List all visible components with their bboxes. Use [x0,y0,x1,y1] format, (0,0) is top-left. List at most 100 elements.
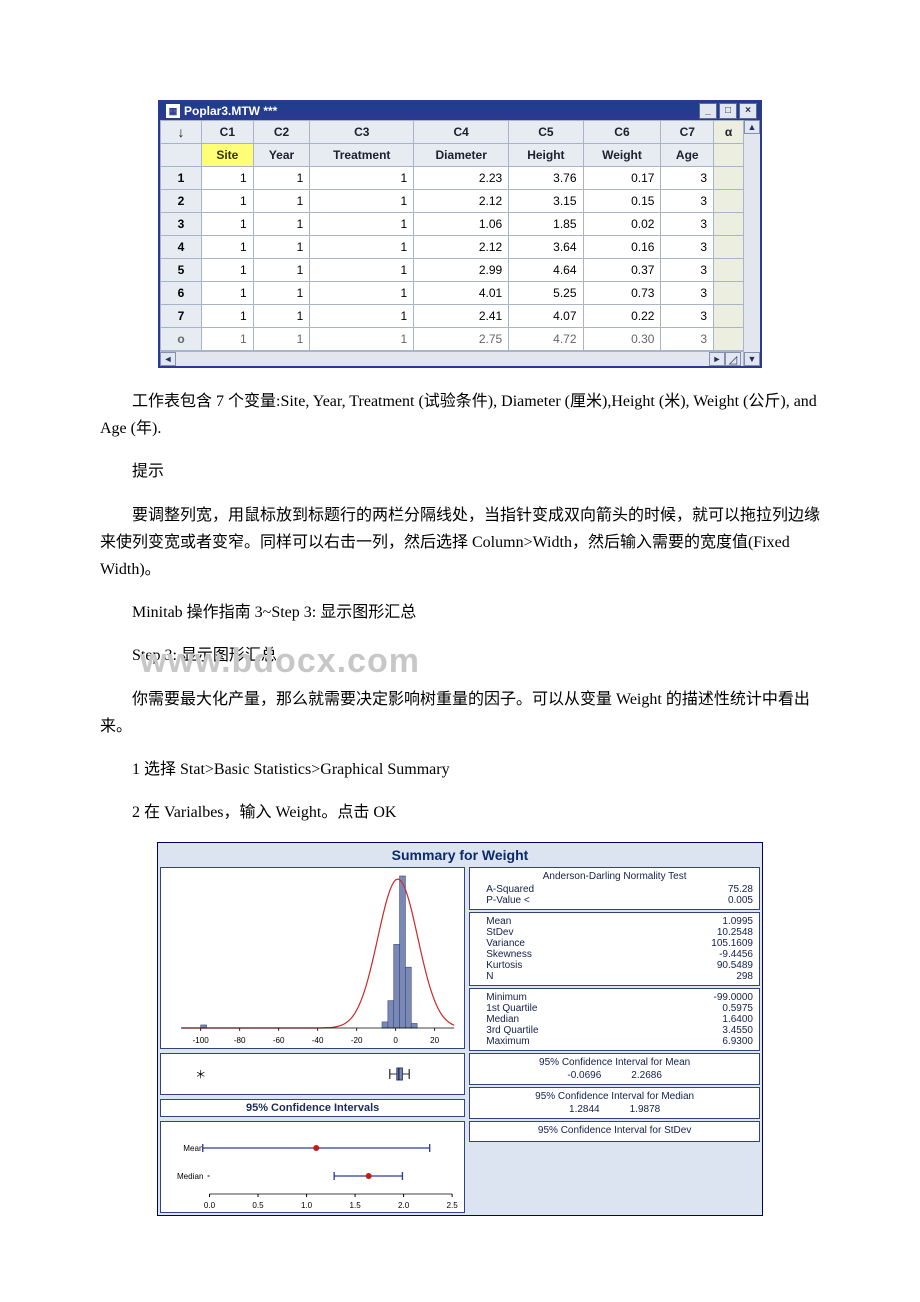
col-header[interactable]: C6 [583,121,661,144]
cell[interactable]: 1 [253,190,310,213]
row-header[interactable]: 1 [161,167,202,190]
cell[interactable]: 2.99 [414,259,509,282]
cell[interactable]: 1 [253,213,310,236]
col-name[interactable]: Age [661,144,714,167]
cell[interactable]: 1 [310,328,414,351]
cell[interactable]: 3 [661,167,714,190]
cell[interactable]: 1 [202,190,254,213]
cell[interactable]: 1 [202,328,254,351]
cell[interactable]: 0.02 [583,213,661,236]
col-header[interactable]: C2 [253,121,310,144]
cell[interactable]: 3.15 [509,190,583,213]
cell[interactable]: 2.75 [414,328,509,351]
scroll-down-icon[interactable]: ▼ [744,352,760,366]
cell[interactable]: 1 [253,236,310,259]
cell[interactable]: 0.15 [583,190,661,213]
cell[interactable]: 3 [661,190,714,213]
cell[interactable]: 1 [253,305,310,328]
cell[interactable]: 0.17 [583,167,661,190]
col-header[interactable]: C3 [310,121,414,144]
cell[interactable]: 0.73 [583,282,661,305]
cell[interactable]: 1 [310,259,414,282]
cell[interactable]: 2.12 [414,236,509,259]
cell[interactable]: 1 [310,213,414,236]
vscrollbar[interactable]: ▲ ▼ [743,120,760,366]
cell[interactable] [714,305,743,328]
cell[interactable]: 1 [253,259,310,282]
maximize-button[interactable]: □ [719,103,737,119]
col-name[interactable] [714,144,743,167]
cell[interactable]: 3.76 [509,167,583,190]
cell[interactable]: 1 [310,282,414,305]
cell[interactable]: 3 [661,259,714,282]
cell[interactable]: 0.30 [583,328,661,351]
row-header[interactable]: 3 [161,213,202,236]
cell[interactable]: 1 [202,167,254,190]
col-header[interactable]: C7 [661,121,714,144]
cell[interactable] [714,236,743,259]
col-name[interactable]: Weight [583,144,661,167]
cell[interactable]: 1 [202,213,254,236]
worksheet-grid[interactable]: ↓ C1 C2 C3 C4 C5 C6 C7 α Site [160,120,743,351]
cell[interactable]: 2.23 [414,167,509,190]
scroll-right-icon[interactable]: ► [709,352,725,366]
col-header[interactable]: C4 [414,121,509,144]
cell[interactable]: 1 [310,167,414,190]
cell[interactable]: 3 [661,305,714,328]
cell[interactable]: 4.07 [509,305,583,328]
cell[interactable]: 1 [253,328,310,351]
cell[interactable]: 1 [202,282,254,305]
scroll-left-icon[interactable]: ◄ [160,352,176,366]
cell[interactable] [714,259,743,282]
cell[interactable] [714,282,743,305]
resize-grip-icon[interactable]: ◿ [725,352,741,366]
col-header[interactable]: C5 [509,121,583,144]
col-name[interactable]: Height [509,144,583,167]
grid-corner[interactable]: ↓ [161,121,202,144]
cell[interactable]: 1 [253,282,310,305]
cell[interactable]: 3 [661,236,714,259]
minimize-button[interactable]: _ [699,103,717,119]
cell[interactable]: 3.64 [509,236,583,259]
cell[interactable]: 1.85 [509,213,583,236]
cell[interactable]: 3 [661,282,714,305]
cell[interactable]: 1 [202,236,254,259]
cell[interactable] [714,213,743,236]
cell[interactable]: 1 [310,236,414,259]
hscrollbar[interactable]: ◄ ► ◿ [160,351,743,366]
cell[interactable]: 3 [661,213,714,236]
row-header[interactable]: 5 [161,259,202,282]
cell[interactable]: 2.12 [414,190,509,213]
col-name[interactable]: Site [202,144,254,167]
cell[interactable] [714,190,743,213]
cell[interactable]: 5.25 [509,282,583,305]
row-header[interactable]: o [161,328,202,351]
col-header[interactable]: C1 [202,121,254,144]
cell[interactable] [714,328,743,351]
row-header[interactable]: 2 [161,190,202,213]
cell[interactable]: 1 [310,305,414,328]
close-button[interactable]: × [739,103,757,119]
cell[interactable]: 4.64 [509,259,583,282]
cell[interactable]: 4.72 [509,328,583,351]
cell[interactable]: 1 [202,305,254,328]
name-row-head[interactable] [161,144,202,167]
cell[interactable]: 4.01 [414,282,509,305]
col-name[interactable]: Diameter [414,144,509,167]
cell[interactable]: 1 [310,190,414,213]
cell[interactable]: 0.16 [583,236,661,259]
cell[interactable]: 0.22 [583,305,661,328]
row-header[interactable]: 4 [161,236,202,259]
cell[interactable] [714,167,743,190]
row-header[interactable]: 6 [161,282,202,305]
col-name[interactable]: Year [253,144,310,167]
cell[interactable]: 1 [253,167,310,190]
col-name[interactable]: Treatment [310,144,414,167]
cell[interactable]: 1 [202,259,254,282]
cell[interactable]: 1.06 [414,213,509,236]
cell[interactable]: 2.41 [414,305,509,328]
scroll-up-icon[interactable]: ▲ [744,120,760,134]
col-header[interactable]: α [714,121,743,144]
cell[interactable]: 0.37 [583,259,661,282]
cell[interactable]: 3 [661,328,714,351]
